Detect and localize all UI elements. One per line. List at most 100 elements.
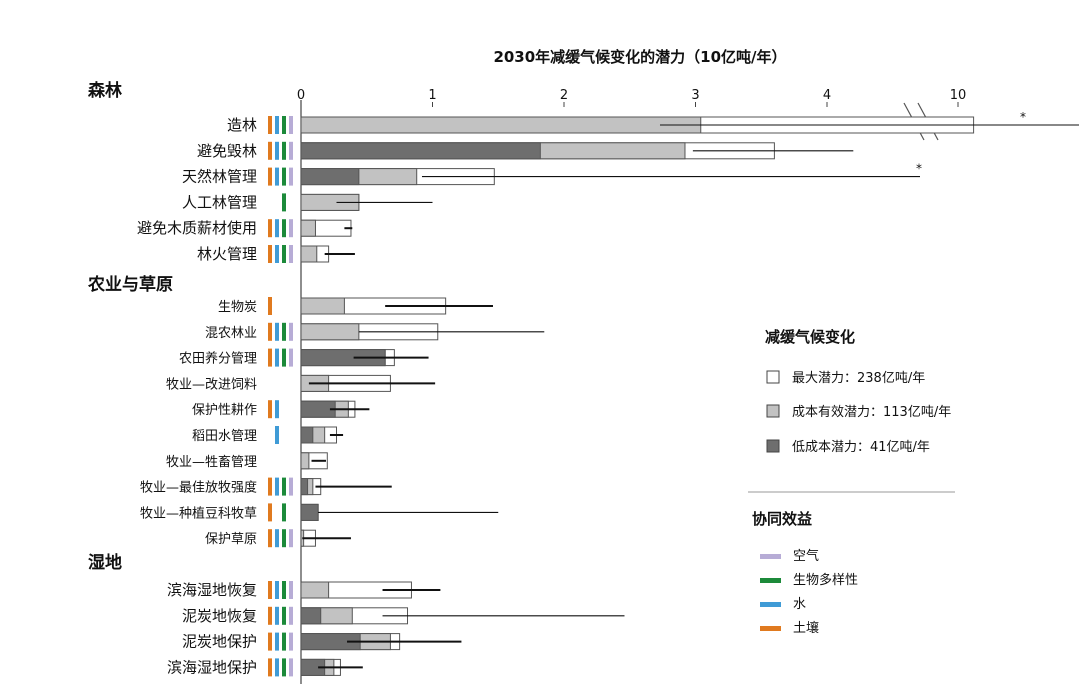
co-benefit-biodiversity-marker <box>282 348 286 367</box>
x-tick-label: 3 <box>691 88 699 103</box>
co-benefit-water-marker <box>275 632 279 651</box>
legend-title: 减缓气候变化 <box>765 328 855 346</box>
co-benefit-soil-marker <box>268 219 272 238</box>
category-label: 林火管理 <box>197 245 257 263</box>
category-label: 混农林业 <box>205 326 257 341</box>
co-benefit-soil-marker <box>268 581 272 599</box>
bar-low-cost <box>300 426 314 444</box>
co-benefit-soil-marker <box>268 141 272 160</box>
legend-label: 低成本潜力：41亿吨/年 <box>792 440 930 455</box>
category-label: 牧业—最佳放牧强度 <box>140 480 257 496</box>
bar-low-cost <box>300 168 360 186</box>
co-benefit-label: 空气 <box>793 548 819 564</box>
co-benefit-biodiversity-marker <box>282 322 286 341</box>
co-benefit-air-marker <box>289 245 293 263</box>
legend-label: 最大潜力：238亿吨/年 <box>792 371 925 386</box>
plot-area: ** <box>300 110 1079 676</box>
category-label: 滨海湿地恢复 <box>167 581 257 599</box>
category-label: 人工林管理 <box>182 193 257 211</box>
co-benefit-water-marker <box>275 245 279 263</box>
co-benefit-biodiversity-marker <box>282 632 286 651</box>
co-benefit-air-marker <box>289 219 293 238</box>
co-benefit-biodiversity-marker <box>282 167 286 186</box>
category-label: 造林 <box>227 116 257 134</box>
co-benefit-water-marker <box>275 581 279 599</box>
category-label: 泥炭地保护 <box>182 633 257 651</box>
category-label: 保护草原 <box>205 532 257 547</box>
co-benefit-soil-marker <box>268 477 272 496</box>
bar-low-cost <box>300 503 319 521</box>
bar-cost-effective <box>300 581 330 599</box>
legend-label: 成本有效潜力：113亿吨/年 <box>792 405 951 420</box>
co-benefit-water-marker <box>275 658 279 677</box>
co-benefit-water-marker <box>275 529 279 548</box>
asterisk-note: * <box>1020 110 1026 124</box>
co-benefit-biodiversity-marker <box>282 477 286 496</box>
category-label: 稻田水管理 <box>192 429 257 444</box>
co-benefit-soil-marker <box>268 116 272 134</box>
co-benefit-soil-marker <box>268 322 272 341</box>
co-benefit-label: 土壤 <box>793 620 819 636</box>
category-label: 避免木质薪材使用 <box>137 219 257 237</box>
co-benefit-water-marker <box>275 477 279 496</box>
co-benefit-soil-marker <box>268 245 272 263</box>
co-benefit-water-marker <box>275 219 279 238</box>
co-benefit-water-marker <box>275 400 279 419</box>
co-benefit-air-marker <box>289 116 293 134</box>
group-heading: 湿地 <box>88 552 122 573</box>
co-benefit-air-marker <box>289 477 293 496</box>
category-label: 天然林管理 <box>182 168 257 186</box>
bar-low-cost <box>300 607 322 625</box>
group-heading: 农业与草原 <box>87 274 173 295</box>
co-benefit-biodiversity-marker <box>282 193 286 212</box>
co-benefit-air-marker <box>289 322 293 341</box>
co-benefit-biodiversity-marker <box>282 116 286 134</box>
category-label: 牧业—改进饲料 <box>166 377 257 392</box>
co-benefit-markers <box>268 116 293 677</box>
co-benefit-swatch <box>760 626 781 631</box>
co-benefit-water-marker <box>275 116 279 134</box>
co-benefit-swatch <box>760 602 781 607</box>
co-benefit-biodiversity-marker <box>282 658 286 677</box>
category-label: 牧业—种植豆科牧草 <box>140 506 257 521</box>
category-label: 牧业—牲畜管理 <box>166 454 257 470</box>
co-benefit-water-marker <box>275 348 279 367</box>
co-benefit-swatch <box>760 554 781 559</box>
bar-low-cost <box>300 478 309 496</box>
co-benefit-water-marker <box>275 141 279 160</box>
co-benefit-soil-marker <box>268 529 272 548</box>
category-label: 保护性耕作 <box>192 402 257 418</box>
bar-cost-effective <box>300 116 702 134</box>
x-tick-label: 0 <box>297 88 305 103</box>
co-benefit-air-marker <box>289 632 293 651</box>
x-tick-label: 2 <box>560 88 568 103</box>
co-benefit-biodiversity-marker <box>282 503 286 522</box>
chart-title: 2030年减缓气候变化的潜力（10亿吨/年） <box>493 48 786 66</box>
co-benefit-water-marker <box>275 322 279 341</box>
legend-swatch <box>766 370 780 384</box>
co-benefit-air-marker <box>289 167 293 186</box>
co-benefit-biodiversity-marker <box>282 606 286 625</box>
category-label: 滨海湿地保护 <box>167 658 257 676</box>
bar-cost-effective <box>300 245 318 263</box>
bar-low-cost <box>300 142 541 160</box>
co-benefit-soil-marker <box>268 297 272 315</box>
co-benefit-soil-marker <box>268 606 272 625</box>
co-benefit-label: 生物多样性 <box>793 572 858 588</box>
co-benefit-soil-marker <box>268 658 272 677</box>
co-benefit-biodiversity-marker <box>282 245 286 263</box>
co-benefit-air-marker <box>289 529 293 548</box>
co-benefit-water-marker <box>275 167 279 186</box>
bar-cost-effective <box>300 219 316 237</box>
co-benefit-air-marker <box>289 348 293 367</box>
category-label: 泥炭地恢复 <box>182 607 257 625</box>
co-benefits-legend-title: 协同效益 <box>752 510 812 528</box>
co-benefit-air-marker <box>289 581 293 599</box>
co-benefit-swatch <box>760 578 781 583</box>
category-label: 生物炭 <box>218 300 257 315</box>
co-benefit-biodiversity-marker <box>282 141 286 160</box>
legend: 减缓气候变化最大潜力：238亿吨/年成本有效潜力：113亿吨/年低成本潜力：41… <box>748 328 955 636</box>
co-benefit-soil-marker <box>268 503 272 522</box>
